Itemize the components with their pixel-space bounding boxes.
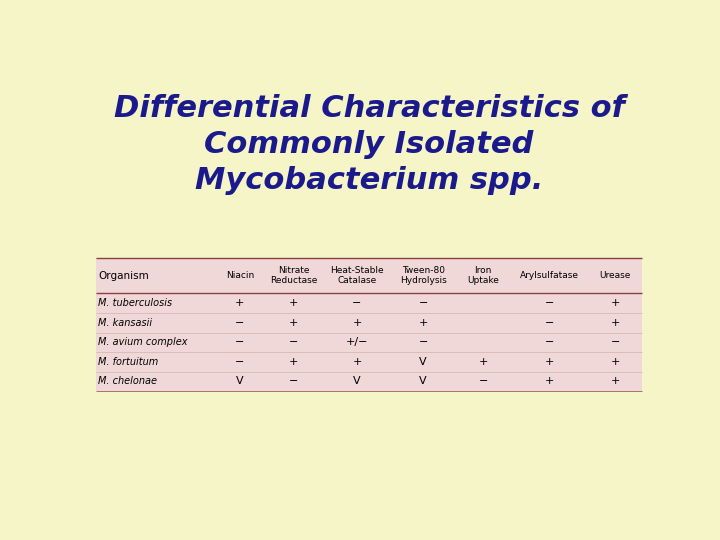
Text: −: − xyxy=(479,376,488,387)
FancyBboxPatch shape xyxy=(96,258,642,391)
Text: M. kansasii: M. kansasii xyxy=(99,318,153,328)
Text: +: + xyxy=(289,357,299,367)
Text: +: + xyxy=(418,318,428,328)
Text: +/−: +/− xyxy=(346,338,368,347)
Text: +: + xyxy=(289,318,299,328)
Text: +: + xyxy=(611,298,620,308)
Text: −: − xyxy=(544,338,554,347)
Text: Differential Characteristics of
Commonly Isolated
Mycobacterium spp.: Differential Characteristics of Commonly… xyxy=(114,94,624,195)
Text: Arylsulfatase: Arylsulfatase xyxy=(520,271,579,280)
Text: −: − xyxy=(235,318,245,328)
Text: M. tuberculosis: M. tuberculosis xyxy=(99,298,173,308)
Text: −: − xyxy=(352,298,361,308)
Text: −: − xyxy=(418,338,428,347)
Text: Iron
Uptake: Iron Uptake xyxy=(467,266,499,285)
Text: Tween-80
Hydrolysis: Tween-80 Hydrolysis xyxy=(400,266,446,285)
Text: Heat-Stable
Catalase: Heat-Stable Catalase xyxy=(330,266,384,285)
Text: M. fortuitum: M. fortuitum xyxy=(99,357,158,367)
Text: +: + xyxy=(544,357,554,367)
Text: V: V xyxy=(354,376,361,387)
Text: V: V xyxy=(419,376,427,387)
Text: +: + xyxy=(289,298,299,308)
Text: +: + xyxy=(352,318,361,328)
Text: +: + xyxy=(611,357,620,367)
Text: +: + xyxy=(611,318,620,328)
Text: −: − xyxy=(544,318,554,328)
Text: Niacin: Niacin xyxy=(225,271,254,280)
Text: V: V xyxy=(419,357,427,367)
Text: −: − xyxy=(235,357,245,367)
Text: Organism: Organism xyxy=(99,271,149,281)
Text: −: − xyxy=(235,338,245,347)
Text: −: − xyxy=(544,298,554,308)
Text: Nitrate
Reductase: Nitrate Reductase xyxy=(270,266,318,285)
Text: +: + xyxy=(235,298,245,308)
Text: +: + xyxy=(479,357,488,367)
Text: +: + xyxy=(352,357,361,367)
Text: Urease: Urease xyxy=(600,271,631,280)
Text: −: − xyxy=(289,376,299,387)
Text: +: + xyxy=(544,376,554,387)
Text: M. avium complex: M. avium complex xyxy=(99,338,188,347)
Text: −: − xyxy=(418,298,428,308)
Text: +: + xyxy=(611,376,620,387)
Text: V: V xyxy=(236,376,243,387)
Text: −: − xyxy=(611,338,620,347)
Text: M. chelonae: M. chelonae xyxy=(99,376,158,387)
Text: −: − xyxy=(289,338,299,347)
